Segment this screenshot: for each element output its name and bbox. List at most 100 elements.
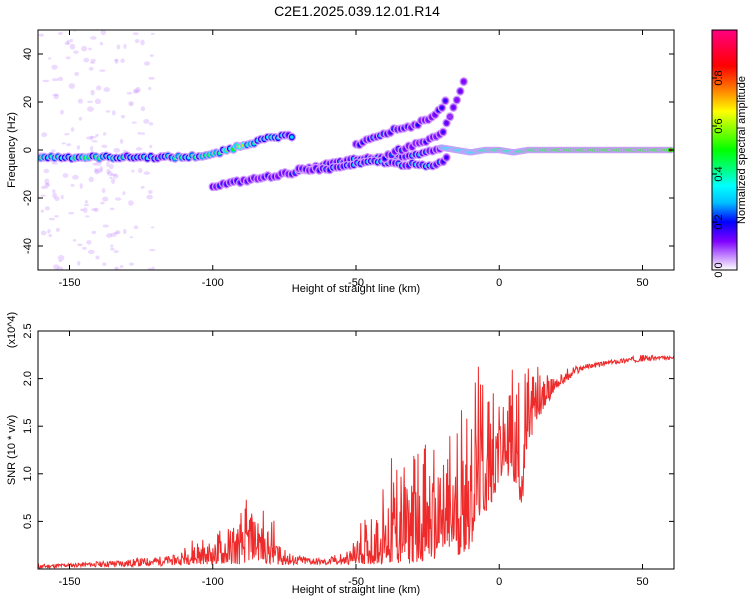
spectrogram-x-tick-label: -100 (202, 277, 224, 289)
spectrogram-speckle (141, 132, 145, 135)
spectrogram-core (448, 114, 452, 119)
spectrogram-speckle (50, 149, 56, 153)
spectrogram-speckle (42, 79, 50, 83)
spectrogram-speckle (103, 87, 111, 93)
spectrogram-y-tick-label: 40 (22, 48, 34, 60)
colorbar-label: Normalized spectral amplitude (736, 76, 748, 224)
spectrogram-speckle (140, 185, 145, 189)
spectrogram-speckle (115, 197, 122, 201)
spectrogram-speckle (53, 264, 60, 270)
spectrogram-speckle (57, 255, 65, 261)
spectrogram-speckle (143, 171, 150, 175)
spectrogram-core (290, 135, 294, 139)
spectrogram-speckle (94, 168, 100, 175)
spectrogram-speckle (54, 196, 60, 202)
spectrogram-x-tick-label: 0 (496, 277, 502, 289)
spectrogram-speckle (140, 106, 146, 112)
spectrogram-speckle (81, 45, 88, 52)
spectrogram-speckle (53, 93, 59, 100)
spectrogram-speckle (109, 176, 113, 180)
snr-multiplier-label: (x10^4) (6, 312, 18, 348)
spectrogram-speckle (102, 224, 109, 228)
snr-multiplier: (x10^4) (6, 312, 18, 348)
spectrogram-speckle (40, 230, 47, 236)
snr-y-tick-label: 1.0 (22, 466, 34, 481)
spectrogram-speckle (126, 91, 133, 95)
colorbar-tick-label: 0.6 (713, 118, 725, 133)
spectrogram-speckle (102, 196, 109, 202)
spectrogram-speckle (128, 200, 134, 206)
spectrogram-speckle (41, 185, 47, 190)
spectrogram-speckle (74, 71, 80, 76)
spectrogram-speckle (92, 162, 97, 166)
spectrogram-core (455, 98, 459, 102)
spectrogram-speckle (95, 255, 100, 260)
spectrogram-core (461, 79, 466, 84)
spectrogram-speckle (151, 266, 155, 270)
spectrogram-speckle (48, 233, 53, 238)
snr-x-tick-label: -150 (58, 576, 80, 588)
spectrogram-speckle (40, 194, 46, 197)
spectrogram-y-label: Frequency (Hz) (6, 112, 18, 188)
spectrogram-speckle (150, 32, 155, 36)
spectrogram-speckle (113, 250, 119, 254)
snr-x-tick-label: 50 (636, 576, 648, 588)
spectrogram-speckle (130, 101, 134, 107)
spectrogram-speckle (99, 41, 104, 46)
spectrogram-speckle (120, 58, 125, 64)
spectrogram-speckle (116, 44, 121, 50)
spectrogram-speckle (44, 182, 49, 189)
spectrogram-speckle (68, 211, 75, 215)
spectrogram-speckle (52, 192, 57, 199)
spectrogram-speckle (109, 207, 115, 211)
spectrogram-speckle (146, 194, 153, 200)
spectrogram-speckle (108, 163, 114, 170)
spectrogram-speckle (123, 228, 127, 235)
snr-plot-area (38, 331, 674, 569)
snr-series-line (38, 354, 674, 569)
spectrogram-speckle (102, 262, 107, 266)
spectrogram-speckle (80, 208, 85, 212)
spectrogram-x-tick-label: -150 (58, 277, 80, 289)
spectrogram-speckle (83, 203, 90, 206)
spectrogram-speckle (128, 101, 133, 107)
spectrogram-speckle (88, 47, 92, 51)
spectrogram-speckle (60, 194, 64, 200)
colorbar-tick-label: 0.2 (713, 214, 725, 229)
spectrogram-speckle (81, 246, 87, 250)
spectrogram-speckle (106, 161, 110, 168)
spectrogram-speckle (133, 225, 139, 230)
spectrogram-speckle (38, 33, 45, 37)
spectrogram-speckle (69, 38, 73, 43)
spectrogram-speckle (86, 100, 94, 103)
spectrogram-speckle (48, 217, 56, 221)
spectrogram-speckle (129, 236, 134, 239)
spectrogram-speckle (147, 267, 152, 270)
spectrogram-speckle (58, 259, 62, 263)
spectrogram-speckle (99, 166, 104, 172)
spectrogram-speckle (52, 189, 56, 194)
spectrogram-speckle (100, 30, 107, 36)
spectrogram-speckle (88, 66, 94, 71)
spectrogram-speckle (84, 215, 90, 218)
spectrogram-speckle (147, 190, 153, 195)
spectrogram-core (441, 130, 445, 134)
snr-y-tick-label: 2.0 (22, 371, 34, 386)
spectrogram-speckle (79, 183, 83, 189)
spectrogram-speckle (122, 191, 126, 196)
spectrogram-speckle (87, 249, 95, 255)
spectrogram-speckle (76, 243, 83, 247)
snr-y-tick-label: 1.5 (22, 419, 34, 434)
spectrogram-speckle (96, 85, 102, 91)
spectrogram-speckle (66, 143, 72, 147)
spectrogram-speckle (100, 201, 105, 205)
spectrogram-speckle (132, 32, 139, 36)
spectrogram-x-ticks: -150 -100 -50 0 50 (58, 30, 649, 289)
spectrogram-speckle (149, 54, 154, 57)
spectrogram-speckle (41, 132, 48, 138)
snr-x-tick-label: 0 (496, 576, 502, 588)
spectrogram-speckle (40, 209, 45, 213)
spectrogram-core (458, 89, 463, 94)
spectrogram-speckle (149, 144, 153, 149)
spectrogram-speckle (51, 64, 58, 70)
